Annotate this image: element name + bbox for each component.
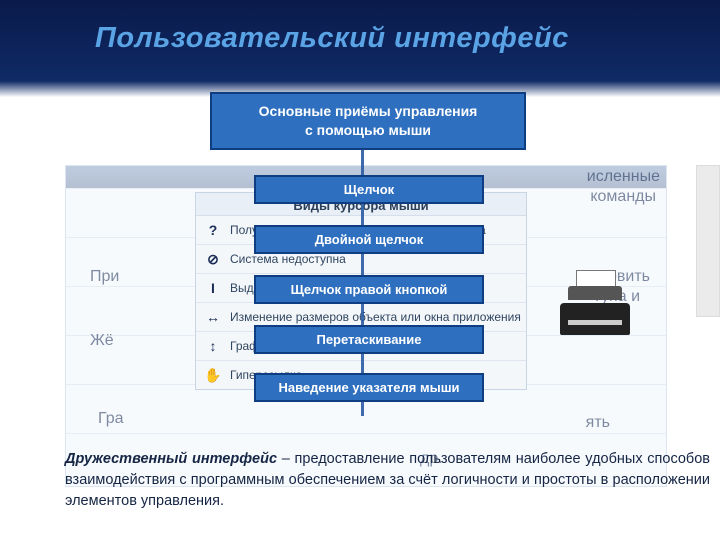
definition-lead: Дружественный интерфейс <box>65 451 277 467</box>
bg-text: Жё <box>90 332 114 350</box>
help-icon: ? <box>196 222 230 238</box>
chip-double-click: Двойной щелчок <box>254 225 484 254</box>
text-cursor-icon: I <box>196 280 230 296</box>
bg-scrollbar <box>696 165 720 317</box>
chip-right-click: Щелчок правой кнопкой <box>254 275 484 304</box>
resize-v-icon: ↕ <box>196 338 230 354</box>
bg-text: ять <box>586 414 610 432</box>
chip-hover: Наведение указателя мыши <box>254 373 484 402</box>
slide-root: Пользовательский интерфейс исленные кома… <box>0 0 720 540</box>
bg-text: При <box>90 268 119 286</box>
cursor-row-label: Изменение размеров объекта или окна прил… <box>230 310 526 324</box>
page-title: Пользовательский интерфейс <box>95 22 569 55</box>
chip-drag: Перетаскивание <box>254 325 484 354</box>
chip-click: Щелчок <box>254 175 484 204</box>
diagram-header: Основные приёмы управленияс помощью мыши <box>210 92 526 150</box>
resize-h-icon: ↔ <box>196 309 230 325</box>
unavailable-icon: ⊘ <box>196 251 230 268</box>
bg-text: исленные <box>587 168 660 186</box>
printer-icon <box>560 280 630 335</box>
hand-icon: ✋ <box>196 367 230 384</box>
bg-text: Гра <box>98 410 124 428</box>
definition-paragraph: Дружественный интерфейс – предоставление… <box>65 449 710 512</box>
bg-text: команды <box>590 188 656 206</box>
cursor-row-label: Система недоступна <box>230 252 526 266</box>
